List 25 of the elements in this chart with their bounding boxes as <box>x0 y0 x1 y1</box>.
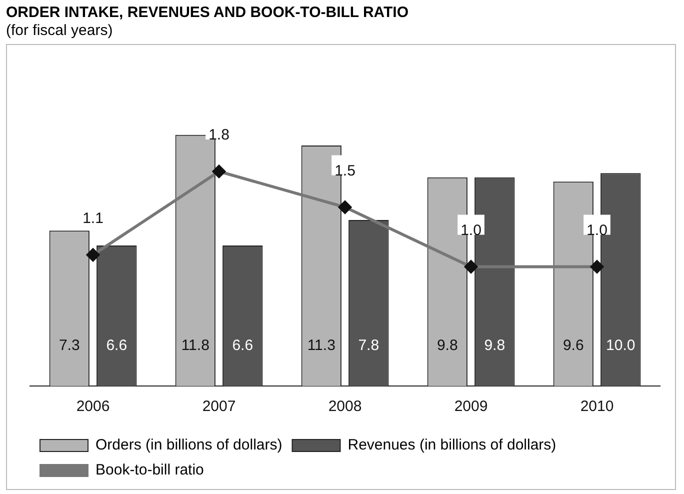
data-label: 9.6 <box>562 337 584 354</box>
legend-label: Book-to-bill ratio <box>96 462 204 479</box>
data-label: 10.0 <box>606 337 636 354</box>
data-label: 9.8 <box>436 337 458 354</box>
data-label: 1.0 <box>586 222 608 239</box>
data-label: 7.8 <box>358 337 380 354</box>
legend-label: Orders (in billions of dollars) <box>96 436 282 454</box>
data-label: 1.8 <box>208 126 230 144</box>
chart-subtitle: (for fiscal years) <box>6 22 113 39</box>
chart-title: ORDER INTAKE, REVENUES AND BOOK-TO-BILL RATIO <box>6 4 409 21</box>
data-label: 6.6 <box>106 337 128 354</box>
legend-label: Revenues (in billions of dollars) <box>348 436 556 454</box>
data-label: 1.1 <box>82 210 104 228</box>
x-tick-label: 2006 <box>76 398 110 416</box>
data-label: 1.0 <box>460 222 482 239</box>
data-label: 11.3 <box>307 337 336 354</box>
x-tick-label: 2008 <box>328 398 362 416</box>
x-tick-label: 2010 <box>580 398 614 416</box>
data-label: 9.8 <box>484 337 506 354</box>
data-label: 7.3 <box>58 337 80 354</box>
data-label: 1.5 <box>334 162 356 180</box>
data-label: 6.6 <box>232 337 254 354</box>
x-tick-label: 2009 <box>454 398 488 416</box>
x-tick-label: 2007 <box>202 398 236 416</box>
data-label: 11.8 <box>181 337 210 354</box>
